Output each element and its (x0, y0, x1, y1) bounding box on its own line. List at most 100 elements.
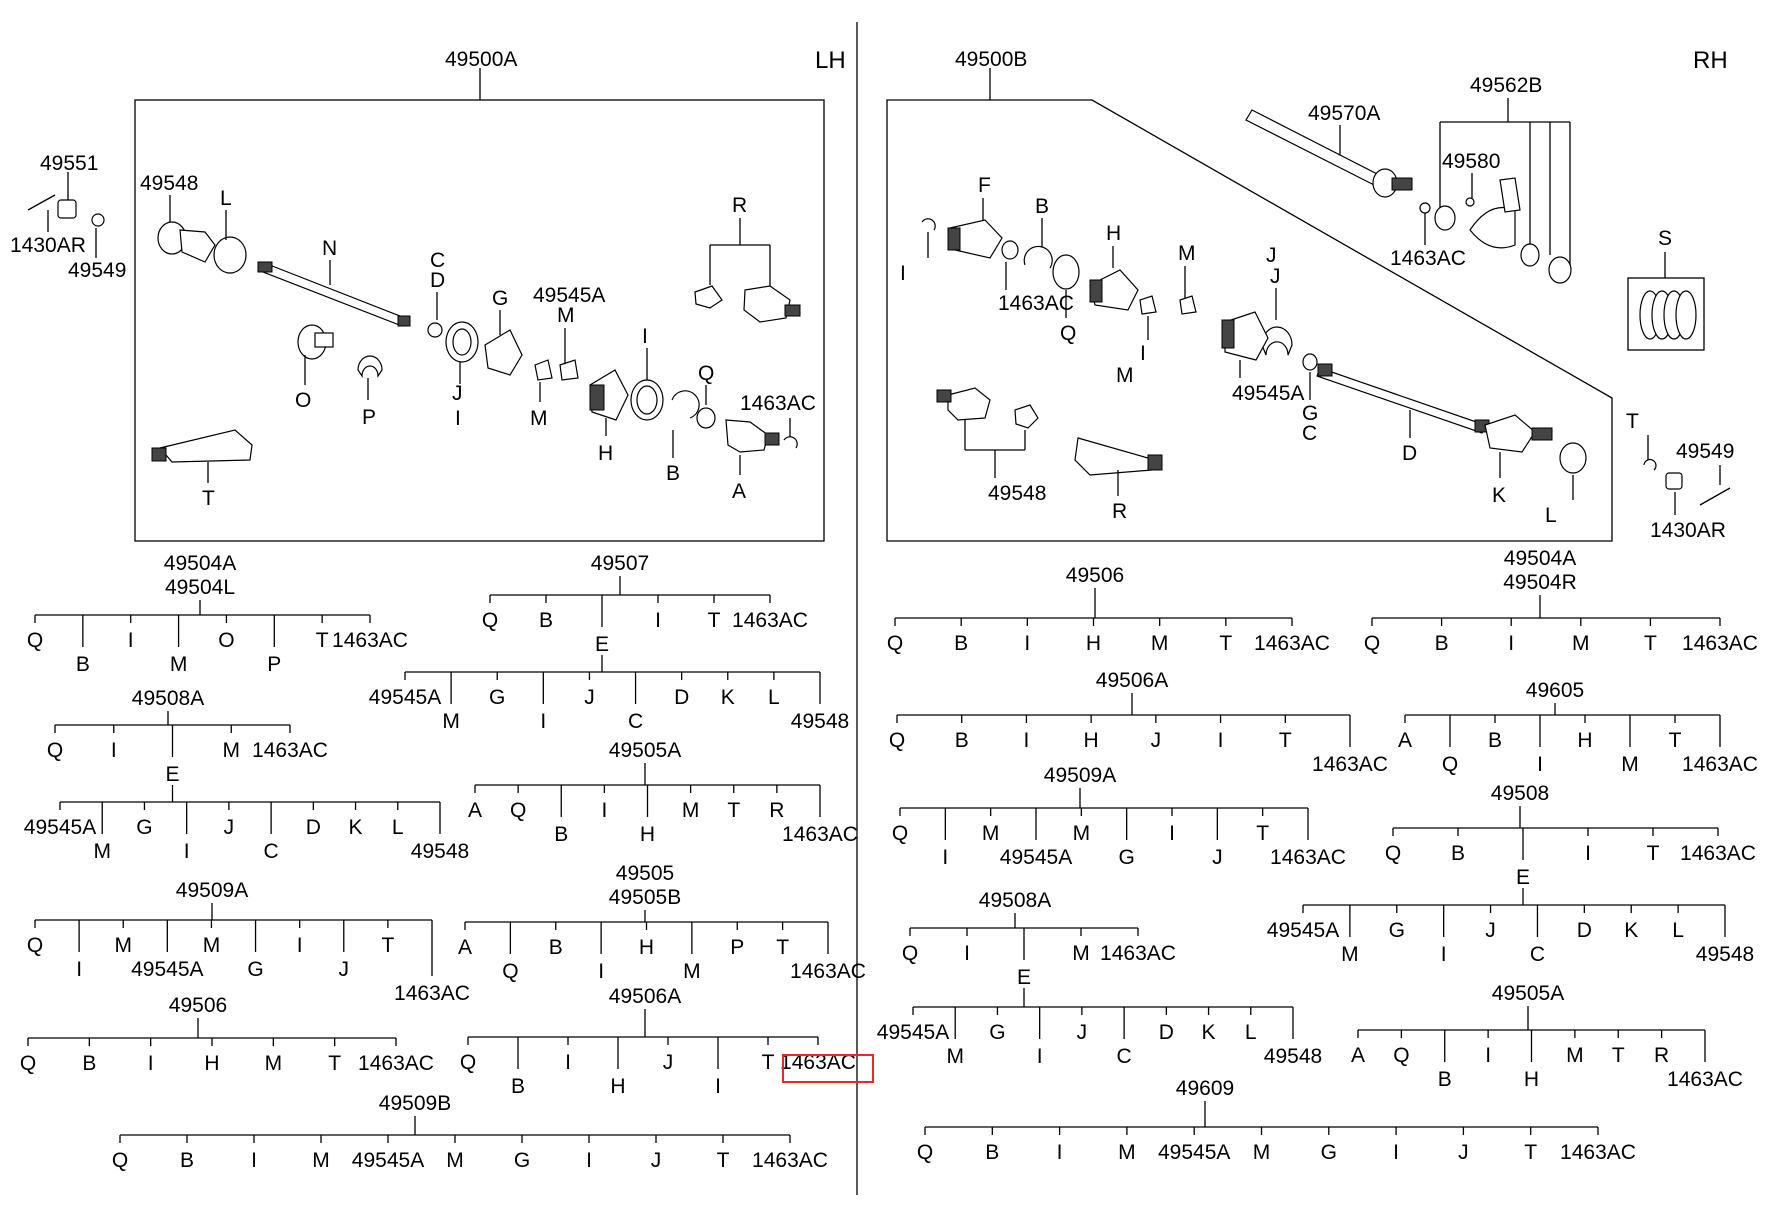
tree-leaf-label: I (655, 609, 661, 632)
tree-leaf-label: K (349, 816, 363, 839)
part-label: 49549 (1676, 440, 1734, 463)
tree-leaf-label: Q (1364, 632, 1380, 655)
tree-leaf-label: I (964, 942, 970, 965)
part-label: 1463AC (740, 392, 816, 415)
tree-leaf-label: T (1524, 1141, 1537, 1164)
tree-leaf-label: K (1624, 919, 1638, 942)
tree-leaf-label: D (674, 686, 689, 709)
tree-leaf-label: I (1037, 1045, 1043, 1068)
tree-leaf-label: I (1024, 632, 1030, 655)
tree-leaf-label: L (1245, 1021, 1257, 1044)
tree-leaf-label: A (468, 799, 482, 822)
tree-leaf-label: M (203, 934, 221, 957)
tree-leaf-label: A (1351, 1044, 1365, 1067)
kit-title: 49605 (1526, 679, 1584, 702)
part-label: I (1140, 342, 1146, 365)
part-label: T (202, 487, 215, 510)
tree-leaf-label: 49545A (1267, 919, 1339, 942)
tree-leaf-label: I (1169, 822, 1175, 845)
rh-assembly-frame (886, 99, 1613, 542)
tree-leaf-label: Q (892, 822, 908, 845)
tree-leaf-label: I (111, 739, 117, 762)
tree-leaf-label: B (76, 653, 90, 676)
tree-leaf-label: M (982, 822, 1000, 845)
tree-leaf-label: B (549, 936, 563, 959)
kit-title: 49504R (1503, 571, 1577, 594)
tree-leaf-label: H (640, 823, 655, 846)
tree-leaf-label: 1463AC (394, 982, 470, 1005)
part-label: R (1112, 500, 1127, 523)
part-label: D (1402, 442, 1417, 465)
tree-leaf-label: I (942, 846, 948, 869)
tree-leaf-label: G (247, 958, 263, 981)
tree-leaf-label: J (663, 1051, 674, 1074)
kit-title: 49506A (609, 985, 681, 1008)
tree-leaf-label: G (489, 686, 505, 709)
tree-leaf-label: I (565, 1051, 571, 1074)
tree-leaf-label: M (1072, 942, 1090, 965)
tree-leaf-label: I (1057, 1141, 1063, 1164)
part-label: 1463AC (998, 292, 1074, 315)
tree-leaf-label: H (1084, 729, 1099, 752)
part-label: 49545A (1232, 382, 1304, 405)
tree-leaf-label: M (265, 1052, 283, 1075)
part-label: I (642, 325, 648, 348)
tree-leaf-label: C (1530, 943, 1545, 966)
tree-leaf-label: T (1219, 632, 1232, 655)
kit-title: 49509A (1044, 764, 1116, 787)
part-label: H (1106, 222, 1121, 245)
part-label: R (732, 194, 747, 217)
tree-leaf-label: G (989, 1021, 1005, 1044)
part-label: L (220, 187, 232, 210)
tree-leaf-label: 49545A (131, 958, 203, 981)
tree-leaf-label: L (768, 686, 780, 709)
tree-leaf-label: Q (460, 1051, 476, 1074)
part-label: 49562B (1470, 74, 1542, 97)
tree-leaf-label: R (1654, 1044, 1669, 1067)
tree-leaf-label: J (1458, 1141, 1469, 1164)
tree-leaf-label: P (730, 936, 744, 959)
tree-leaf-label: 49545A (877, 1021, 949, 1044)
tree-leaf-label: Q (482, 609, 498, 632)
tree-leaf-label: I (1485, 1044, 1491, 1067)
tree-leaf-label: B (1451, 842, 1465, 865)
tree-leaf-label: E (1017, 966, 1031, 989)
tree-leaf-label: 1463AC (1682, 632, 1758, 655)
tree-leaf-label: 1463AC (790, 960, 866, 983)
tree-leaf-label: I (601, 799, 607, 822)
tree-leaf-label: 49545A (24, 816, 96, 839)
part-label: M (1178, 242, 1196, 265)
tree-leaf-label: M (312, 1149, 330, 1172)
kit-title: 49505A (1492, 982, 1564, 1005)
kit-title: 49508 (1491, 782, 1549, 805)
tree-leaf-label: M (1118, 1141, 1136, 1164)
tree-leaf-label: 1463AC (1270, 846, 1346, 869)
tree-leaf-label: L (392, 816, 404, 839)
part-label: J (452, 382, 463, 405)
tree-leaf-label: E (595, 633, 609, 656)
tree-leaf-label: 1463AC (1254, 632, 1330, 655)
tree-leaf-label: I (1537, 753, 1543, 776)
tree-leaf-label: T (1647, 842, 1660, 865)
tree-leaf-label: M (442, 710, 460, 733)
kit-title: 49504L (165, 576, 235, 599)
tree-leaf-label: I (1024, 729, 1030, 752)
tree-leaf-label: 49545A (352, 1149, 424, 1172)
highlight-box (782, 1054, 874, 1083)
tree-leaf-label: Q (902, 942, 918, 965)
tree-leaf-label: J (224, 816, 235, 839)
tree-leaf-label: Q (887, 632, 903, 655)
tree-leaf-label: H (639, 936, 654, 959)
tree-leaf-label: I (1585, 842, 1591, 865)
part-label: C (1302, 422, 1317, 445)
tree-leaf-label: G (1118, 846, 1134, 869)
tree-leaf-label: H (1524, 1068, 1539, 1091)
tree-leaf-label: 1463AC (1100, 942, 1176, 965)
tree-leaf-label: 49545A (1000, 846, 1072, 869)
tree-leaf-label: 1463AC (1682, 753, 1758, 776)
tree-leaf-label: M (1566, 1044, 1584, 1067)
kit-title: 49509B (379, 1092, 451, 1115)
tree-leaf-label: 49548 (1696, 943, 1754, 966)
tree-leaf-label: E (1516, 866, 1530, 889)
tree-leaf-label: T (708, 609, 721, 632)
